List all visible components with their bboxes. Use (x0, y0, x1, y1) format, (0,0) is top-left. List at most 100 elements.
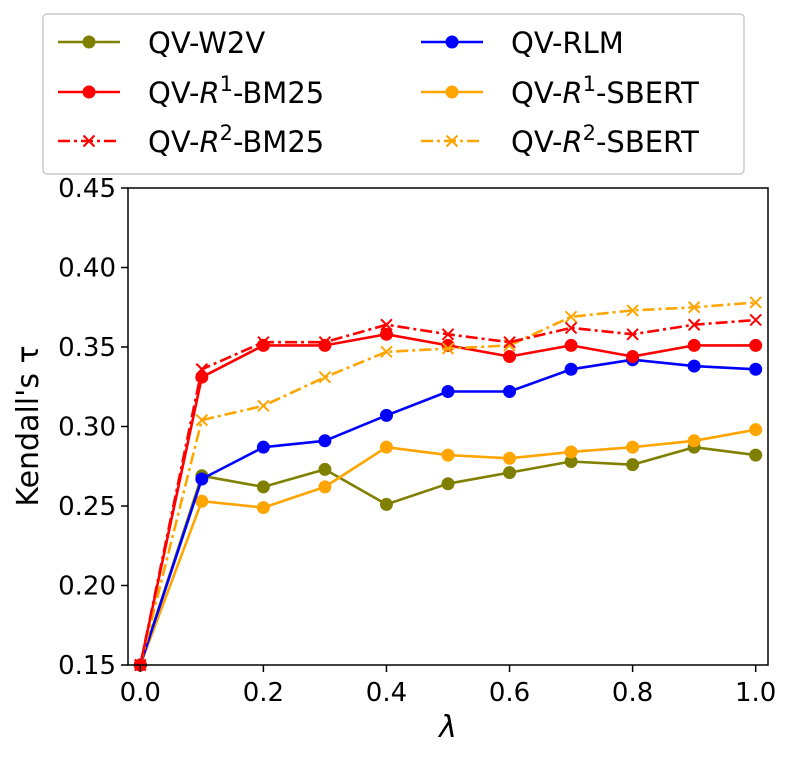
data-point (503, 385, 517, 399)
legend-item-qv-r2-bm25: QV-R2-BM25 (58, 121, 324, 159)
data-point (441, 342, 455, 355)
legend-marker (82, 134, 96, 148)
legend-marker (82, 85, 96, 99)
legend-marker (445, 35, 459, 49)
data-point (749, 296, 762, 309)
legend-item-qv-w2v: QV-W2V (58, 26, 265, 60)
x-tick-label: 0.0 (120, 678, 161, 708)
plot-frame (127, 187, 769, 666)
data-point (379, 497, 393, 511)
legend-item-qv-rlm: QV-RLM (421, 26, 624, 60)
data-point (749, 313, 762, 327)
y-tick-label: 0.25 (58, 492, 116, 522)
data-point (626, 458, 640, 472)
data-point (626, 304, 639, 317)
legend-label: QV-R1-SBERT (511, 72, 699, 110)
data-point (318, 462, 332, 476)
series-qv-rlm (133, 353, 763, 672)
data-point (318, 434, 332, 448)
legend-frame (42, 13, 745, 175)
series-qv-w2v (133, 440, 763, 672)
data-point (564, 445, 578, 459)
data-point (503, 451, 517, 465)
data-point (441, 448, 455, 462)
y-tick-label: 0.40 (58, 254, 116, 284)
x-tick-label: 0.8 (612, 678, 653, 708)
y-tick-label: 0.15 (58, 651, 116, 681)
data-point (195, 413, 209, 427)
data-point (564, 362, 578, 376)
legend-marker (445, 85, 459, 99)
data-point (441, 385, 455, 399)
data-point (256, 480, 270, 494)
x-axis: 0.0 0.2 0.4 0.6 0.8 1.0 (120, 665, 776, 708)
series-qv-r2-bm25 (134, 313, 762, 672)
data-point (564, 321, 578, 335)
data-point (318, 480, 332, 494)
data-point (749, 448, 763, 462)
y-tick-label: 0.30 (58, 413, 116, 443)
data-point (564, 338, 578, 352)
data-point (687, 434, 701, 448)
series-qv-r1-sbert (133, 423, 763, 672)
data-point (318, 336, 332, 349)
data-point (749, 423, 763, 437)
legend-label: QV-R2-SBERT (511, 121, 699, 159)
series-qv-r1-bm25 (133, 327, 763, 672)
data-point (256, 501, 270, 515)
series-line (139, 428, 756, 666)
data-point (379, 408, 393, 422)
series-line (139, 318, 756, 666)
y-tick-label: 0.35 (58, 333, 116, 363)
legend: QV-W2V QV-R1-BM25 QV-R2-BM25 QV-RLM QV-R1-SB… (42, 13, 745, 175)
x-axis-label: λ (437, 710, 457, 745)
data-point (380, 345, 393, 358)
data-point (749, 338, 763, 352)
data-point (687, 301, 701, 314)
data-point (441, 328, 455, 341)
legend-label: QV-RLM (511, 26, 624, 60)
data-point (379, 440, 393, 454)
legend-label: QV-W2V (148, 26, 265, 60)
data-point (318, 338, 332, 352)
legend-marker (445, 134, 459, 148)
legend-label: QV-R1-BM25 (148, 72, 324, 110)
data-point (503, 350, 517, 364)
plot-area: 0.0 0.2 0.4 0.6 0.8 1.0 0.15 0.20 0.25 0.30 0.35 0… (58, 174, 776, 708)
legend-item-qv-r1-sbert: QV-R1-SBERT (421, 72, 699, 110)
data-point (195, 494, 209, 508)
y-tick-label: 0.20 (58, 572, 116, 602)
data-point (503, 466, 517, 480)
data-point (687, 359, 701, 373)
data-point (379, 327, 393, 341)
data-point (749, 362, 763, 376)
legend-item-qv-r1-bm25: QV-R1-BM25 (58, 72, 324, 110)
x-tick-label: 0.4 (366, 678, 407, 708)
data-point (195, 363, 209, 376)
x-tick-label: 0.6 (489, 678, 530, 708)
legend-item-qv-r2-sbert: QV-R2-SBERT (421, 121, 699, 159)
data-point (626, 350, 640, 364)
data-point (687, 318, 701, 331)
legend-marker (82, 35, 96, 49)
y-axis-label: Kendall's τ (11, 345, 46, 506)
x-tick-label: 1.0 (735, 678, 776, 708)
data-point (195, 472, 209, 486)
data-point (257, 399, 270, 413)
data-point (257, 336, 270, 349)
data-point (564, 310, 578, 323)
series-line (139, 358, 756, 666)
y-tick-label: 0.45 (58, 174, 116, 204)
series-line (139, 332, 756, 666)
data-point (441, 477, 455, 491)
data-point (626, 328, 639, 341)
x-tick-label: 0.2 (243, 678, 284, 708)
data-point (503, 336, 516, 349)
data-point (318, 371, 332, 384)
legend-label: QV-R2-BM25 (148, 121, 324, 159)
data-point (626, 440, 640, 454)
data-point (380, 318, 393, 331)
data-point (256, 440, 270, 454)
series-layer (133, 296, 763, 672)
